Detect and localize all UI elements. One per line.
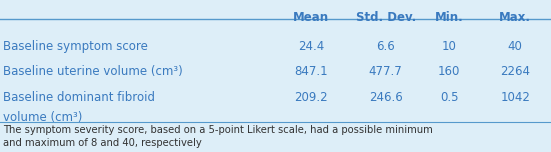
Text: 847.1: 847.1 [294,65,328,78]
Text: 477.7: 477.7 [369,65,403,78]
Text: 246.6: 246.6 [369,91,403,104]
Text: Min.: Min. [435,11,463,24]
Text: Baseline symptom score: Baseline symptom score [3,40,148,53]
Text: Std. Dev.: Std. Dev. [355,11,416,24]
Text: 209.2: 209.2 [294,91,328,104]
Text: 6.6: 6.6 [376,40,395,53]
Text: Baseline uterine volume (cm³): Baseline uterine volume (cm³) [3,65,182,78]
Text: Baseline dominant fibroid: Baseline dominant fibroid [3,91,155,104]
Text: 24.4: 24.4 [298,40,325,53]
Text: volume (cm³): volume (cm³) [3,111,82,124]
Text: Mean: Mean [293,11,329,24]
Text: 40: 40 [508,40,522,53]
Text: 160: 160 [438,65,460,78]
Text: The symptom severity score, based on a 5-point Likert scale, had a possible mini: The symptom severity score, based on a 5… [3,125,433,148]
Text: 1042: 1042 [500,91,530,104]
Text: 10: 10 [442,40,456,53]
Text: 0.5: 0.5 [440,91,458,104]
Text: 2264: 2264 [500,65,530,78]
Text: Max.: Max. [499,11,531,24]
